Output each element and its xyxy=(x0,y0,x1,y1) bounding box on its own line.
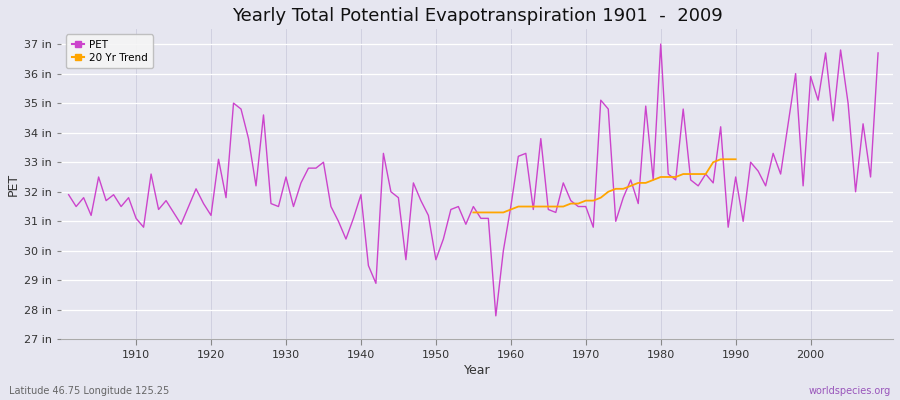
Y-axis label: PET: PET xyxy=(7,173,20,196)
X-axis label: Year: Year xyxy=(464,364,490,377)
Title: Yearly Total Potential Evapotranspiration 1901  -  2009: Yearly Total Potential Evapotranspiratio… xyxy=(231,7,723,25)
Text: Latitude 46.75 Longitude 125.25: Latitude 46.75 Longitude 125.25 xyxy=(9,386,169,396)
Legend: PET, 20 Yr Trend: PET, 20 Yr Trend xyxy=(67,34,153,68)
Text: worldspecies.org: worldspecies.org xyxy=(809,386,891,396)
